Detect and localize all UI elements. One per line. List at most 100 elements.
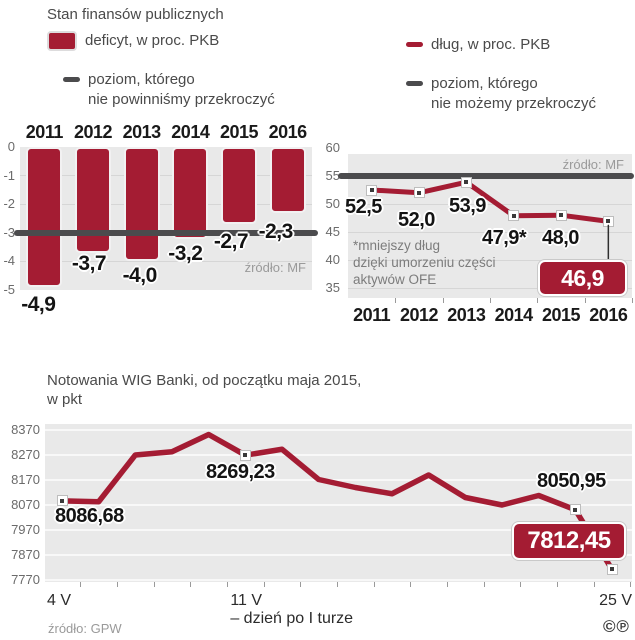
gridline	[20, 203, 312, 205]
legend-deficit-threshold: poziom, którego nie powinniśmy przekrocz…	[63, 70, 275, 110]
x-axis-tick	[556, 582, 558, 587]
gridline	[348, 259, 632, 261]
y-tick-label: -3	[3, 224, 15, 240]
gridline	[20, 260, 312, 262]
debt-value-label: 52,5	[345, 196, 382, 218]
year-label: 2015	[541, 305, 581, 325]
y-tick-label: 45	[325, 224, 340, 239]
y-tick-label: 40	[325, 252, 340, 267]
deficit-plot-area	[20, 147, 312, 290]
debt-point-marker	[367, 185, 377, 195]
legend-line-2: nie powinniśmy przekroczyć	[88, 91, 275, 108]
legend-debt-threshold-label: poziom, którego nie możemy przekroczyć	[431, 74, 596, 114]
x-axis-tick	[410, 582, 412, 587]
deficit-swatch-icon	[47, 31, 77, 51]
x-axis-tick	[116, 582, 118, 587]
x-axis-tick	[537, 298, 539, 303]
year-label: 2013	[122, 122, 162, 142]
x-axis-tick	[630, 582, 632, 587]
bar-value-label: -2,3	[258, 219, 294, 243]
gridline	[45, 579, 632, 581]
gridline	[348, 203, 632, 205]
gridline	[45, 429, 632, 431]
year-label: 2015	[219, 122, 259, 142]
threshold-dash-icon	[406, 81, 423, 86]
y-tick-label: 8370	[11, 422, 40, 437]
bar-value-label: -3,2	[168, 241, 203, 265]
y-tick-label: -4	[3, 253, 15, 269]
x-axis-tick	[584, 298, 586, 303]
y-tick-label: 60	[325, 140, 340, 155]
gridline	[45, 454, 632, 456]
year-label: 2016	[589, 305, 628, 325]
x-axis-tick	[483, 582, 485, 587]
legend-line-1: poziom, którego	[88, 71, 195, 88]
threshold-dash-icon	[63, 77, 80, 82]
deficit-bar	[172, 147, 209, 239]
y-tick-label: 0	[7, 139, 15, 154]
debt-final-value-badge: 46,9	[540, 262, 625, 294]
x-axis-tick	[520, 582, 522, 587]
bar-value-label: -3,7	[71, 251, 107, 275]
year-label: 2014	[494, 305, 534, 325]
copyright-marks: ©℗	[603, 617, 631, 636]
bar-value-label: -2,7	[213, 230, 249, 254]
y-tick-label: 7870	[11, 547, 40, 562]
y-tick-label: 8170	[11, 472, 40, 487]
gridline	[348, 287, 632, 289]
y-tick-label: 50	[325, 196, 340, 211]
year-label: 2016	[268, 122, 308, 142]
legend-line-2: nie możemy przekroczyć	[431, 95, 597, 112]
wig-final-value-badge: 7812,45	[514, 524, 624, 558]
footnote-line: *mniejszy dług	[353, 238, 441, 253]
bar-value-label: -4,9	[21, 293, 56, 317]
y-tick-label: 7970	[11, 522, 40, 537]
y-tick-label: 8070	[11, 497, 40, 512]
deficit-bar	[123, 147, 160, 262]
debt-value-label: 48,0	[542, 227, 579, 249]
wig-point-marker	[607, 564, 617, 574]
x-axis-tick	[631, 298, 633, 303]
debt-value-label: 47,9*	[482, 227, 527, 249]
year-label: 2011	[353, 305, 391, 325]
debt-threshold-line	[338, 173, 634, 179]
legend-debt: dług, w proc. PKB	[406, 35, 550, 55]
legend-deficit: deficyt, w proc. PKB	[47, 31, 219, 51]
x-axis-tick	[336, 582, 338, 587]
wig-point-marker	[570, 505, 580, 515]
debt-point-marker	[414, 188, 424, 198]
source-label: źródło: GPW	[48, 621, 122, 636]
deficit-bar	[269, 147, 306, 213]
deficit-bar	[26, 147, 63, 288]
gridline	[348, 231, 632, 233]
legend-deficit-label: deficyt, w proc. PKB	[85, 32, 220, 49]
wig-chart-title-line1: Notowania WIG Banki, od początku maja 20…	[47, 372, 362, 389]
x-axis-tick	[373, 582, 375, 587]
y-tick-label: -2	[3, 196, 15, 212]
year-label: 2012	[73, 122, 113, 142]
wig-point-marker	[240, 450, 250, 460]
source-label: źródło: MF	[562, 157, 624, 172]
page-title: Stan finansów publicznych	[47, 6, 224, 23]
wig-value-label: 8269,23	[206, 461, 275, 483]
legend-debt-threshold: poziom, którego nie możemy przekroczyć	[406, 74, 596, 114]
x-axis-tick	[190, 582, 192, 587]
x-axis-tick	[263, 582, 265, 587]
debt-point-marker	[603, 216, 613, 226]
legend-deficit-threshold-label: poziom, którego nie powinniśmy przekrocz…	[88, 70, 275, 110]
deficit-bar	[221, 147, 257, 225]
debt-point-marker	[556, 210, 566, 220]
y-tick-label: -5	[3, 282, 15, 297]
x-axis-tick	[300, 582, 302, 587]
x-axis-label: 25 V	[599, 592, 632, 609]
y-tick-label: -1	[3, 167, 15, 183]
x-axis-tick	[446, 582, 448, 587]
legend-line-1: poziom, którego	[431, 75, 538, 92]
year-label: 2011	[25, 122, 64, 142]
wig-value-label: 8050,95	[537, 470, 606, 492]
deficit-bar	[75, 147, 111, 253]
y-tick-label: 55	[325, 168, 340, 183]
wig-chart-title-line2: w pkt	[47, 391, 83, 408]
y-tick-label: 8270	[11, 447, 40, 462]
wig-value-label: 8086,68	[55, 505, 124, 527]
